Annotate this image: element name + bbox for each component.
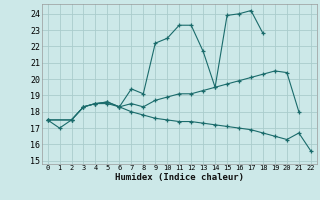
X-axis label: Humidex (Indice chaleur): Humidex (Indice chaleur) (115, 173, 244, 182)
